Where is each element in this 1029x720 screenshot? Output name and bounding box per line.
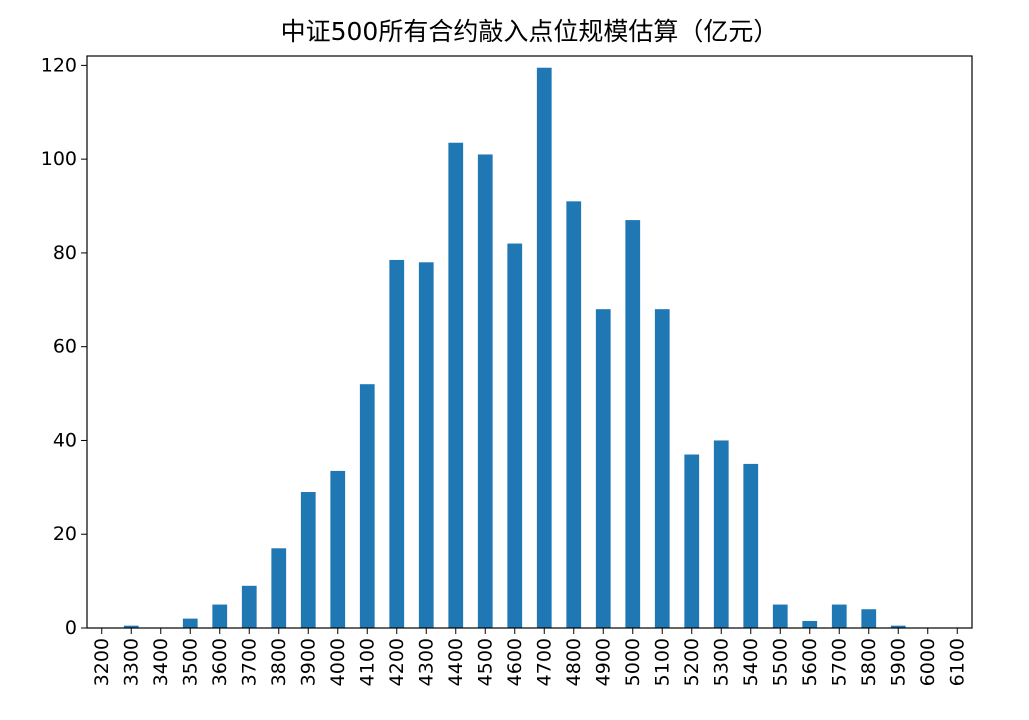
bar-5700: [831, 604, 847, 628]
bars-group: [123, 67, 906, 629]
bar-5400: [743, 463, 759, 628]
y-tick-label: 100: [41, 148, 77, 170]
x-tick-label: 4500: [474, 638, 496, 686]
bar-5600: [802, 620, 818, 628]
x-tick-label: 3600: [209, 638, 231, 686]
bar-5000: [625, 220, 641, 628]
x-tick-label: 5300: [710, 638, 732, 686]
bar-4400: [448, 142, 464, 629]
x-tick-label: 3300: [120, 638, 142, 686]
x-tick-label: 4000: [327, 638, 349, 686]
bar-4700: [536, 67, 552, 629]
bar-3600: [212, 604, 228, 628]
bar-4300: [418, 262, 434, 628]
x-tick-label: 3500: [179, 638, 201, 686]
x-tick-label: 4700: [533, 638, 555, 686]
x-tick-label: 5000: [622, 638, 644, 686]
x-tick-label: 3400: [150, 638, 172, 686]
bar-5300: [713, 440, 729, 628]
bar-3500: [182, 618, 198, 628]
bar-3700: [241, 585, 257, 628]
x-tick-label: 3800: [268, 638, 290, 686]
bar-4000: [330, 470, 346, 628]
y-axis: 0 20 40 60 80 100 120: [41, 54, 87, 639]
bar-5800: [861, 609, 877, 628]
x-axis: 3200 3300 3400 3500 3600 3700 3800 3900 4000 4100…: [91, 628, 968, 686]
x-tick-label: 5800: [858, 638, 880, 686]
x-tick-label: 5700: [828, 638, 850, 686]
x-tick-label: 6000: [917, 638, 939, 686]
bar-4500: [477, 154, 493, 628]
x-tick-label: 5400: [740, 638, 762, 686]
bar-5200: [684, 454, 700, 628]
bar-4100: [359, 384, 375, 628]
bar-4900: [595, 309, 611, 628]
x-tick-label: 4400: [445, 638, 467, 686]
bar-5900: [890, 625, 906, 628]
y-tick-label: 20: [53, 523, 77, 545]
bar-5500: [772, 604, 788, 628]
x-tick-label: 3200: [91, 638, 113, 686]
x-tick-label: 5100: [651, 638, 673, 686]
chart-title: 中证500所有合约敲入点位规模估算（亿元）: [280, 17, 779, 46]
x-tick-label: 4600: [504, 638, 526, 686]
x-tick-label: 5200: [681, 638, 703, 686]
bar-4600: [507, 243, 523, 629]
y-tick-label: 40: [53, 429, 77, 451]
plot-frame: [86, 55, 973, 629]
y-tick-label: 120: [41, 54, 77, 76]
x-tick-label: 5500: [769, 638, 791, 686]
x-tick-label: 5900: [887, 638, 909, 686]
x-tick-label: 4100: [356, 638, 378, 686]
x-tick-label: 4200: [386, 638, 408, 686]
bar-5100: [654, 309, 670, 628]
y-tick-label: 60: [53, 336, 77, 358]
x-tick-label: 3900: [297, 638, 319, 686]
bar-4200: [389, 259, 405, 628]
y-tick-label: 0: [65, 617, 77, 639]
bar-3900: [300, 492, 316, 628]
x-tick-label: 6100: [946, 638, 968, 686]
x-tick-label: 5600: [799, 638, 821, 686]
x-tick-label: 4900: [592, 638, 614, 686]
x-tick-label: 4800: [563, 638, 585, 686]
y-tick-label: 80: [53, 242, 77, 264]
x-tick-label: 3700: [238, 638, 260, 686]
bar-3300: [123, 625, 139, 628]
bar-4800: [566, 201, 582, 628]
bar-3800: [271, 548, 287, 628]
x-tick-label: 4300: [415, 638, 437, 686]
